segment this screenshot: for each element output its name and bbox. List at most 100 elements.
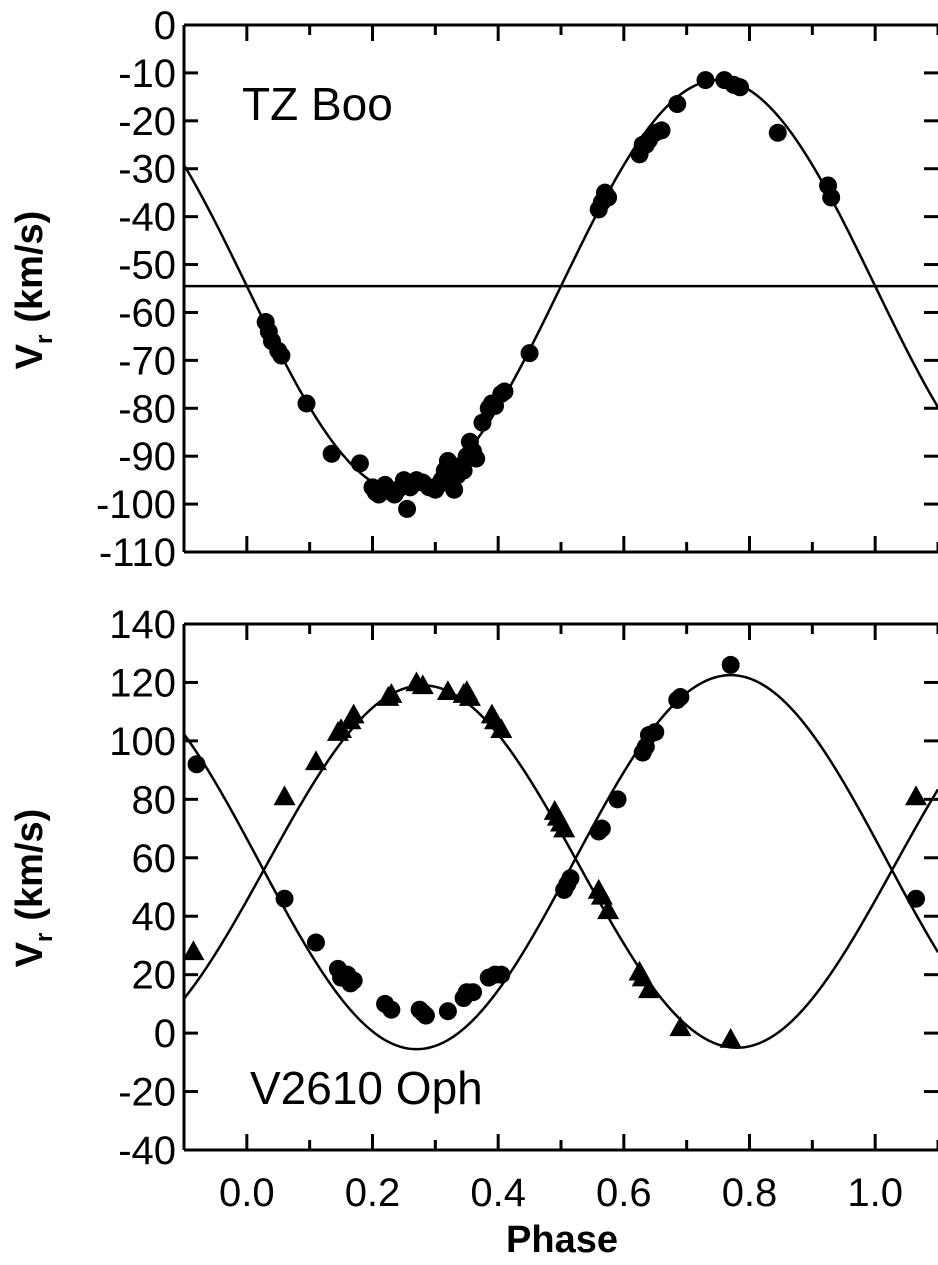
top-ytick-label: -60 xyxy=(118,291,176,335)
xtick-label: 0.8 xyxy=(722,1171,778,1215)
xtick-label: 0.6 xyxy=(596,1171,652,1215)
bottom-y-axis-title: Vr (km/s) xyxy=(9,809,58,968)
top-ytick-label: -20 xyxy=(118,100,176,144)
circle-point xyxy=(344,971,363,990)
bottom-ytick-label: 100 xyxy=(109,720,176,764)
circle-point xyxy=(473,413,492,432)
circle-point xyxy=(306,933,325,952)
v2610-oph-panel: 140 120 100 80 60 40 20 0 -20 -40 0.0 0.2 0.4 0.6 0.8… xyxy=(9,603,938,1261)
circle-point xyxy=(696,71,715,90)
top-ytick-label: -50 xyxy=(118,244,176,288)
circle-point xyxy=(822,188,841,207)
top-ylabel-unit: (km/s) xyxy=(9,211,51,323)
circle-point xyxy=(652,121,671,140)
bottom-ytick-label: 40 xyxy=(132,895,177,939)
bottom-ytick-label: 0 xyxy=(154,1012,176,1056)
top-ytick-label: -100 xyxy=(96,483,176,527)
top-panel-ticks xyxy=(182,23,938,554)
circle-point xyxy=(495,382,514,401)
top-ytick-label: 0 xyxy=(154,4,176,48)
circle-point xyxy=(416,1006,435,1025)
circle-point xyxy=(592,819,611,838)
circle-point xyxy=(492,965,511,984)
triangle-point xyxy=(590,884,613,905)
bottom-ytick-label: 120 xyxy=(109,661,176,705)
circle-point xyxy=(272,346,291,365)
triangle-point xyxy=(719,1027,742,1048)
bottom-panel-y-tick-labels: 140 120 100 80 60 40 20 0 -20 -40 xyxy=(109,603,176,1173)
top-ytick-label: -70 xyxy=(118,339,176,383)
triangle-point xyxy=(304,750,327,771)
bottom-panel-ticks xyxy=(182,622,938,1152)
top-ytick-label: -10 xyxy=(118,52,176,96)
xtick-label: 0.2 xyxy=(345,1171,401,1215)
circle-point xyxy=(731,78,750,97)
circle-point xyxy=(398,499,417,518)
v2610-oph-label: V2610 Oph xyxy=(250,1062,483,1114)
triangle-point xyxy=(273,785,296,806)
circle-point xyxy=(668,95,687,114)
triangle-point xyxy=(458,686,481,706)
xtick-label: 1.0 xyxy=(847,1171,903,1215)
circle-point xyxy=(322,444,341,463)
x-axis-title: Phase xyxy=(506,1219,618,1260)
bottom-ylabel-sub: r xyxy=(31,933,58,942)
circle-point xyxy=(721,655,740,674)
circle-point xyxy=(464,983,483,1002)
bottom-ytick-label: 60 xyxy=(132,837,177,881)
top-ytick-label: -40 xyxy=(118,196,176,240)
triangle-point xyxy=(411,674,434,695)
bottom-ytick-label: -40 xyxy=(118,1129,176,1173)
circle-point xyxy=(454,461,473,480)
xtick-label: 0.4 xyxy=(470,1171,526,1215)
circle-point xyxy=(599,188,618,207)
triangle-point xyxy=(597,899,620,920)
circle-point xyxy=(438,1002,457,1021)
circle-point xyxy=(350,454,369,473)
tz-boo-label: TZ Boo xyxy=(242,78,393,130)
svg-text:Vr(km/s): Vr (km/s) xyxy=(9,809,58,968)
bottom-ytick-label: 20 xyxy=(132,954,177,998)
circle-point xyxy=(297,394,316,413)
triangle-point xyxy=(553,817,576,838)
circle-point xyxy=(561,869,580,888)
top-panel-y-tick-labels: 0-10-20-30-40-50-60-70-80-90-100-110 xyxy=(96,4,176,575)
bottom-ytick-label: 140 xyxy=(109,603,176,647)
circle-point xyxy=(768,123,787,142)
circle-point xyxy=(445,480,464,499)
circle-point xyxy=(467,449,486,468)
triangle-point xyxy=(905,785,928,806)
circle-point xyxy=(275,889,294,908)
top-ytick-label: -30 xyxy=(118,148,176,192)
top-ytick-label: -80 xyxy=(118,387,176,431)
xtick-label: 0.0 xyxy=(219,1171,275,1215)
circle-point xyxy=(520,344,539,363)
bottom-ylabel-v: V xyxy=(9,941,51,967)
top-ylabel-v: V xyxy=(9,343,51,369)
top-ytick-label: -90 xyxy=(118,435,176,479)
triangle-point xyxy=(342,703,365,724)
svg-text:Vr(km/s): Vr (km/s) xyxy=(9,211,58,370)
x-tick-labels: 0.0 0.2 0.4 0.6 0.8 1.0 xyxy=(219,1171,903,1215)
triangle-point xyxy=(490,718,513,738)
circle-point xyxy=(907,889,926,908)
triangle-point xyxy=(380,683,403,703)
bottom-ylabel-unit: (km/s) xyxy=(9,809,51,921)
v2610-oph-primary-fit-curve xyxy=(184,673,938,1051)
bottom-ytick-label: 80 xyxy=(132,778,177,822)
circle-point xyxy=(187,755,206,774)
v2610-oph-secondary-fit-curve xyxy=(184,684,938,1049)
bottom-ytick-label: -20 xyxy=(118,1071,176,1115)
circle-point xyxy=(382,1000,401,1019)
triangle-point xyxy=(669,1016,692,1037)
top-ylabel-sub: r xyxy=(31,335,58,344)
circle-point xyxy=(646,723,665,742)
top-y-axis-title: Vr (km/s) xyxy=(9,211,58,370)
circle-point xyxy=(608,790,627,809)
tz-boo-panel: 0-10-20-30-40-50-60-70-80-90-100-110 TZ … xyxy=(9,4,938,575)
triangle-point xyxy=(637,978,660,999)
triangle-point xyxy=(184,940,205,961)
triangle-point xyxy=(436,680,459,701)
